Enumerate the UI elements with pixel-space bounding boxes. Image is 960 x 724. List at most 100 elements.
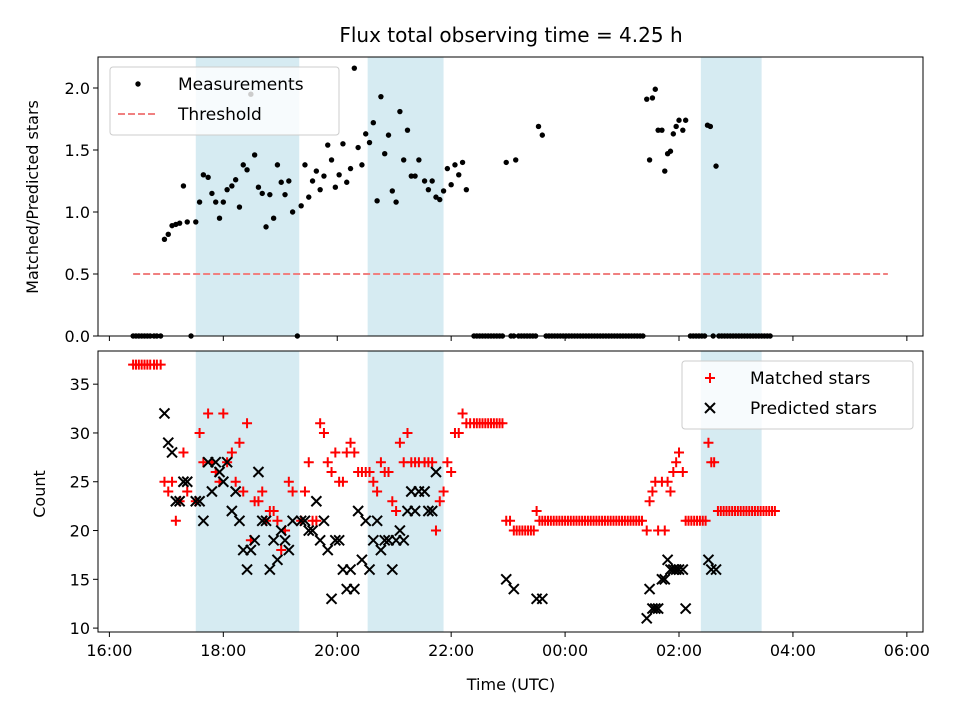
measurement-point: [325, 142, 331, 148]
measurement-point: [385, 132, 392, 138]
bottom-y-tick-label: 25: [70, 473, 90, 492]
measurement-point: [408, 173, 414, 179]
matched-star-point: [178, 447, 189, 458]
top-shaded-interval: [367, 57, 444, 336]
predicted-star-point: [310, 495, 323, 507]
matched-star-point: [155, 359, 166, 370]
legend-predicted-swatch: [704, 402, 716, 414]
matched-star-point: [218, 408, 229, 419]
top-y-tick-label: 1.0: [65, 203, 90, 222]
measurement-point: [344, 179, 350, 185]
measurement-point: [286, 178, 292, 184]
predicted-star-point: [190, 495, 202, 507]
measurement-point: [662, 168, 668, 174]
measurement-point: [644, 96, 650, 102]
matched-star-point: [387, 496, 398, 507]
measurement-point: [397, 108, 403, 115]
legend-label: Predicted stars: [750, 399, 877, 419]
measurement-point: [393, 199, 399, 205]
matched-star-point: [427, 457, 438, 468]
top-y-axis-label: Matched/Predicted stars: [23, 100, 42, 294]
predicted-star-point: [641, 612, 653, 625]
matched-star-point: [402, 427, 413, 438]
predicted-star-point: [656, 573, 668, 586]
top-shaded-interval: [700, 57, 762, 336]
matched-star-point: [326, 466, 337, 477]
measurement-point: [236, 204, 243, 210]
measurement-point: [359, 162, 365, 168]
matched-star-point: [505, 515, 516, 526]
measurement-point: [513, 157, 519, 163]
predicted-star-point: [299, 515, 311, 527]
measurement-point: [184, 219, 190, 225]
matched-star-point: [315, 418, 326, 429]
predicted-star-point: [426, 505, 438, 517]
predicted-star-point: [233, 515, 246, 527]
predicted-star-point: [348, 583, 361, 595]
matched-star-point: [299, 486, 310, 497]
matched-star-point: [349, 447, 360, 458]
bottom-legend: Matched stars Predicted stars: [681, 360, 914, 430]
matched-star-point: [641, 525, 652, 536]
predicted-star-point: [673, 563, 685, 576]
predicted-star-point: [702, 554, 715, 566]
top-plot: 0.0 0.5 1.0 1.5 2.0 Measurements Threshold: [65, 56, 924, 346]
predicted-star-point: [286, 515, 299, 527]
predicted-star-point: [213, 466, 226, 478]
measurement-point: [263, 224, 269, 230]
measurement-point: [270, 215, 277, 221]
predicted-star-point: [217, 476, 230, 488]
predicted-star-point: [295, 515, 307, 527]
matched-star-point: [703, 437, 714, 448]
matched-star-point: [671, 457, 682, 468]
measurement-point: [244, 167, 250, 173]
measurement-point: [232, 177, 239, 183]
x-tick-label: 02:00: [656, 641, 702, 660]
measurement-point: [382, 151, 388, 157]
measurement-point: [220, 199, 227, 205]
matched-star-point: [182, 486, 193, 497]
predicted-star-point: [705, 563, 717, 576]
measurement-point: [676, 117, 682, 123]
predicted-star-point: [344, 563, 357, 576]
matched-star-point: [203, 408, 214, 419]
measurement-point: [659, 127, 665, 133]
predicted-star-point: [245, 544, 257, 556]
measurement-point: [400, 157, 407, 163]
matched-star-point: [438, 486, 449, 497]
predicted-star-point: [325, 593, 338, 605]
x-tick-label: 16:00: [86, 641, 132, 660]
matched-star-point: [311, 515, 322, 526]
bottom-y-tick-label: 15: [70, 570, 90, 589]
measurement-point: [267, 191, 273, 198]
matched-star-point: [528, 525, 539, 536]
predicted-star-point: [352, 505, 364, 517]
measurement-point: [306, 194, 312, 200]
predicted-star-point: [679, 602, 692, 615]
predicted-star-point: [197, 515, 210, 527]
legend-measurement-swatch: [135, 81, 141, 87]
predicted-star-point: [177, 476, 190, 488]
predicted-star-point: [367, 534, 380, 546]
predicted-star-point: [248, 534, 261, 546]
matched-star-point: [337, 476, 348, 487]
predicted-star-point: [181, 476, 193, 488]
predicted-star-point: [536, 593, 549, 605]
top-y-tick-label: 2.0: [65, 79, 90, 98]
predicted-star-point: [256, 515, 268, 527]
predicted-star-point: [210, 456, 222, 468]
x-tick-label: 06:00: [884, 641, 930, 660]
top-y-tick-label: 0.5: [65, 265, 90, 284]
matched-star-point: [253, 496, 264, 507]
predicted-star-point: [430, 466, 442, 478]
bottom-y-tick-label: 10: [70, 619, 90, 638]
measurement-point: [347, 165, 354, 172]
measurement-point: [200, 172, 207, 178]
predicted-star-point: [275, 524, 287, 537]
measurement-point: [251, 152, 258, 158]
matched-star-point: [497, 418, 508, 429]
matched-star-point: [453, 427, 464, 438]
matched-star-point: [283, 476, 294, 487]
predicted-star-point: [303, 524, 315, 537]
